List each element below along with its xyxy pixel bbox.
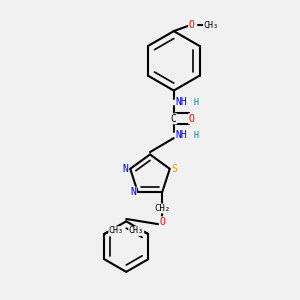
- Text: S: S: [171, 164, 177, 174]
- Text: O: O: [189, 20, 194, 30]
- Text: H: H: [194, 130, 199, 140]
- Text: CH₃: CH₃: [203, 21, 218, 30]
- Text: O: O: [189, 114, 194, 124]
- Text: CH₂: CH₂: [154, 204, 170, 213]
- Text: H: H: [194, 98, 199, 107]
- Text: O: O: [159, 217, 165, 227]
- Text: N: N: [130, 187, 136, 197]
- Text: NH: NH: [175, 130, 187, 140]
- Text: CH₃: CH₃: [129, 226, 144, 236]
- Text: N: N: [123, 164, 129, 174]
- Text: CH₃: CH₃: [109, 226, 124, 236]
- Text: NH: NH: [175, 98, 187, 107]
- Text: C: C: [171, 114, 177, 124]
